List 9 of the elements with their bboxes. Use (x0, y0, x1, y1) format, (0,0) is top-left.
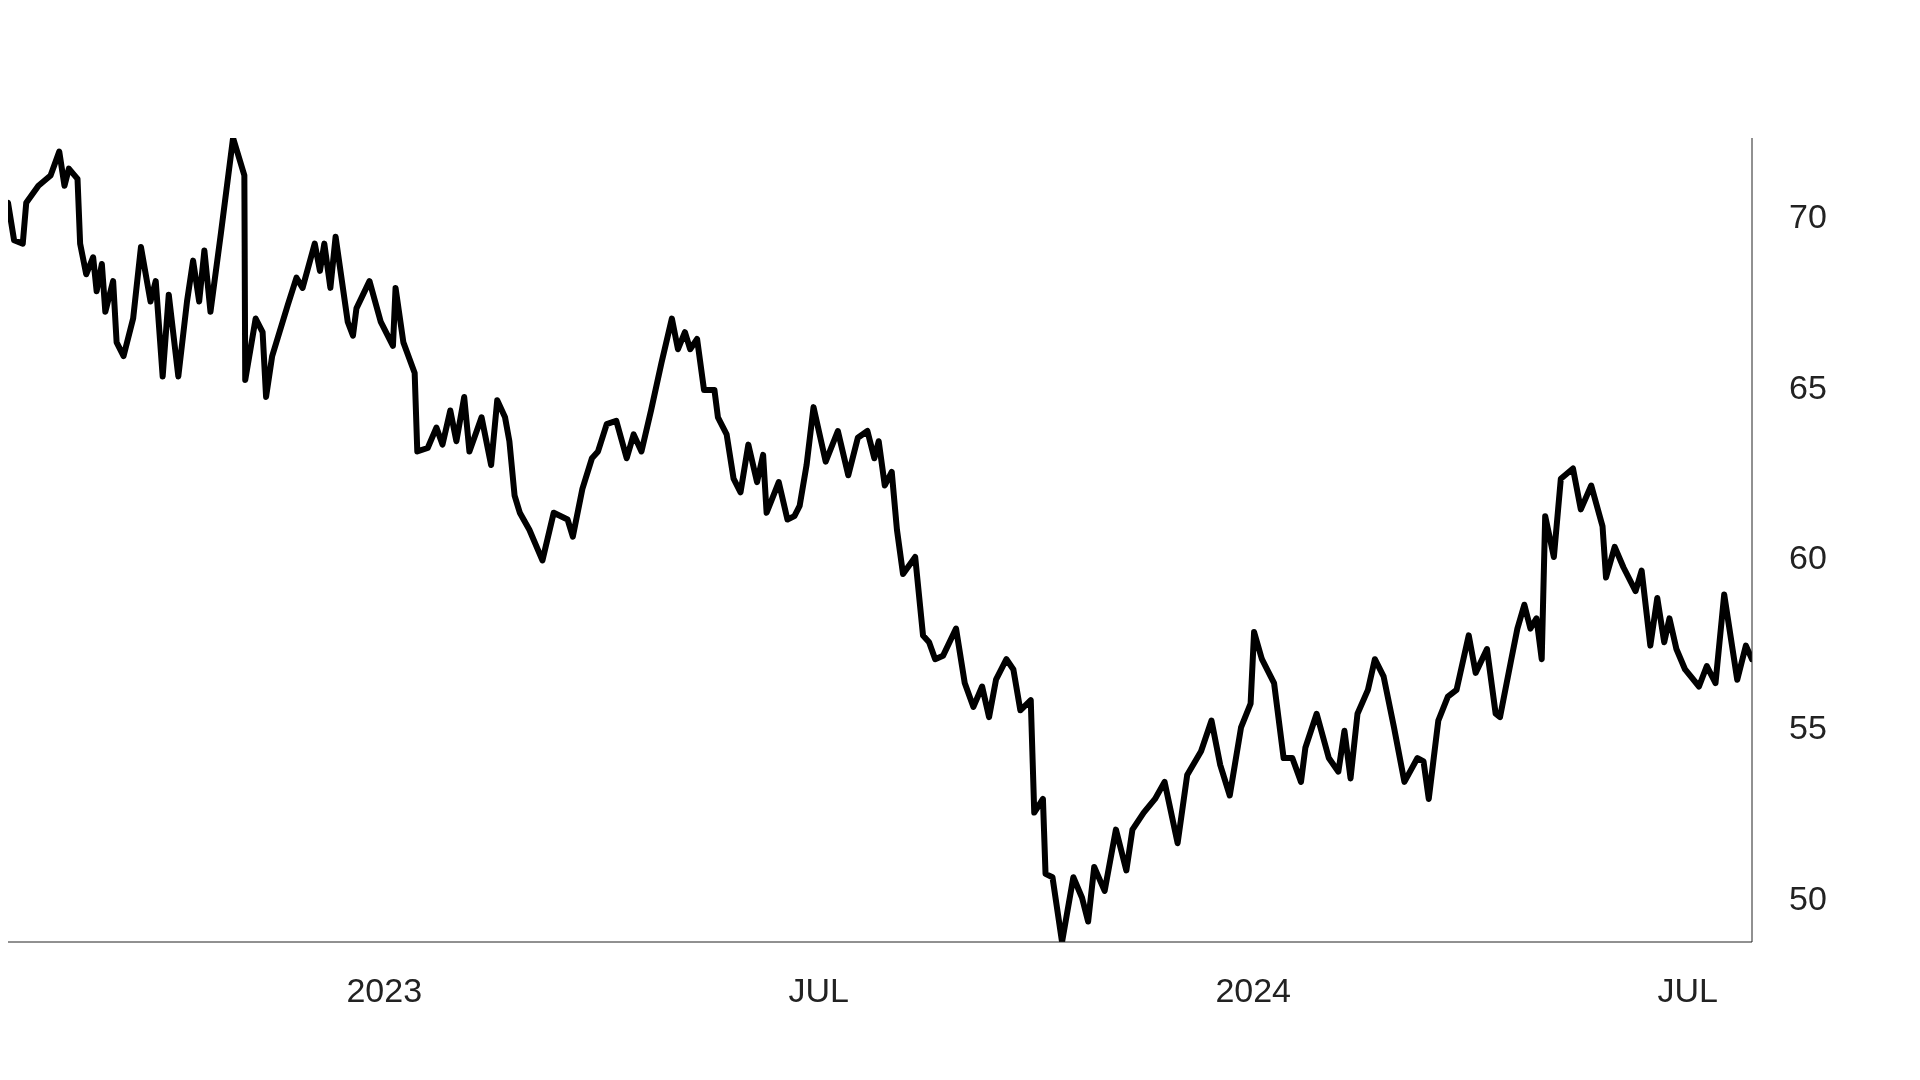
y-tick-label: 65 (1789, 367, 1827, 406)
y-tick-label: 60 (1789, 538, 1827, 577)
y-tick-label: 50 (1789, 878, 1827, 917)
x-tick-label: JUL (1657, 971, 1718, 1010)
x-tick-label: 2023 (346, 971, 423, 1010)
x-tick-label: 2024 (1215, 971, 1292, 1010)
y-tick-label: 70 (1789, 197, 1827, 236)
y-tick-label: 55 (1789, 708, 1827, 747)
x-tick-label: JUL (788, 971, 849, 1010)
